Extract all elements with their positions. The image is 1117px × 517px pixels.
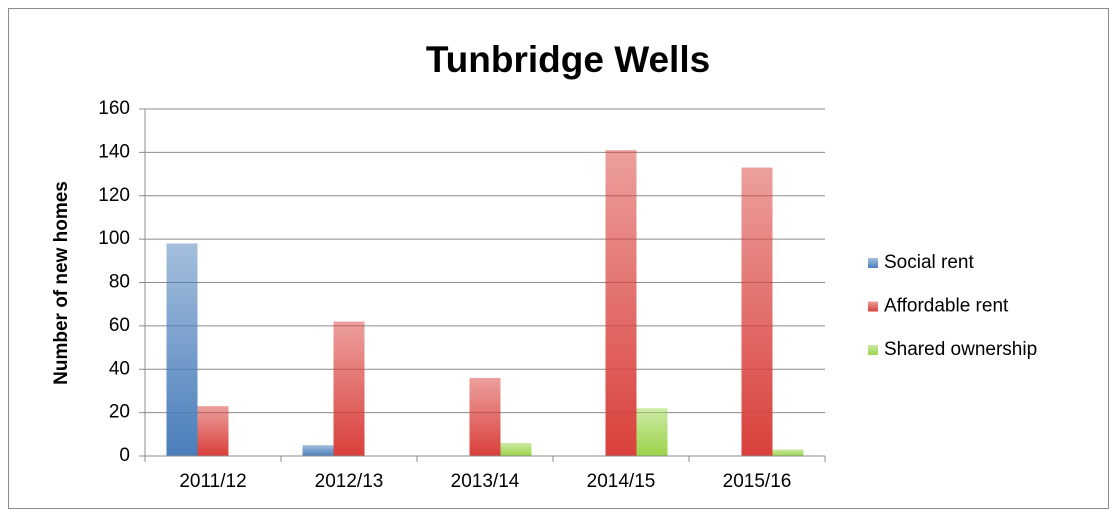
y-tick-label: 20 bbox=[109, 402, 130, 423]
bar bbox=[772, 449, 804, 456]
legend-label: Shared ownership bbox=[884, 339, 1037, 360]
chart-title: Tunbridge Wells bbox=[426, 39, 710, 80]
bar bbox=[469, 377, 501, 456]
y-tick-label: 100 bbox=[98, 228, 130, 249]
bar bbox=[166, 243, 198, 456]
bar bbox=[302, 445, 334, 456]
bar bbox=[636, 408, 668, 456]
bar bbox=[197, 406, 229, 456]
y-tick-label: 140 bbox=[98, 141, 130, 162]
y-tick-label: 40 bbox=[109, 358, 130, 379]
legend-swatch bbox=[868, 258, 878, 268]
x-tick-label: 2012/13 bbox=[315, 471, 384, 492]
y-axis-label: Number of new homes bbox=[51, 181, 72, 385]
y-tick-label: 60 bbox=[109, 315, 130, 336]
y-tick-label: 160 bbox=[98, 98, 130, 119]
legend-label: Social rent bbox=[884, 252, 974, 273]
bar bbox=[333, 321, 365, 456]
x-tick-label: 2015/16 bbox=[723, 471, 792, 492]
legend-swatch bbox=[868, 345, 878, 355]
bar bbox=[605, 150, 637, 457]
y-tick-label: 80 bbox=[109, 272, 130, 293]
y-tick-label: 120 bbox=[98, 185, 130, 206]
bar bbox=[500, 442, 532, 456]
legend-swatch bbox=[868, 301, 878, 312]
x-tick-label: 2013/14 bbox=[451, 471, 520, 492]
legend-label: Affordable rent bbox=[884, 296, 1009, 317]
x-tick-label: 2011/12 bbox=[179, 471, 246, 492]
y-tick-label: 0 bbox=[119, 445, 130, 466]
bar bbox=[741, 167, 773, 456]
x-tick-label: 2014/15 bbox=[587, 471, 656, 492]
